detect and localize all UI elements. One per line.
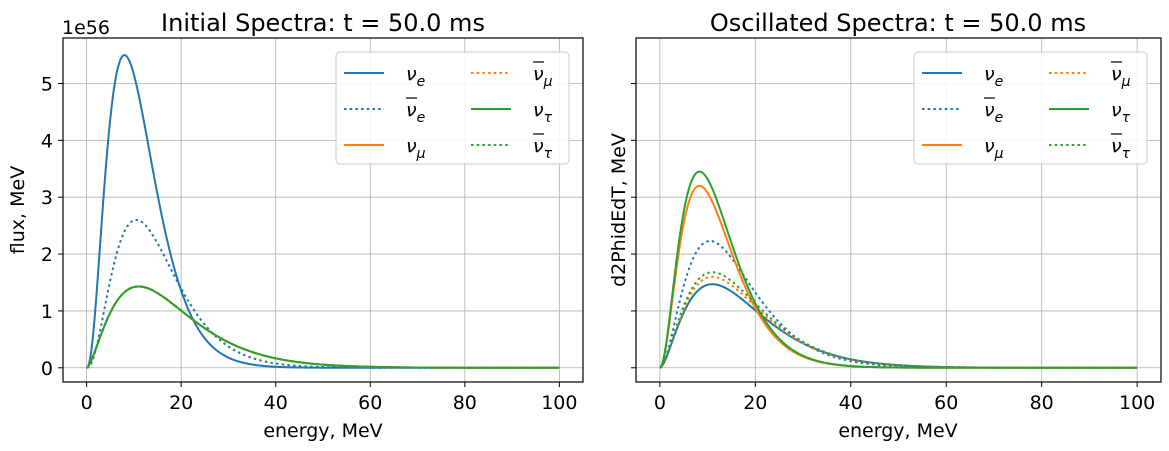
x-tick-label: 60 <box>358 392 382 414</box>
x-tick-label: 80 <box>453 392 477 414</box>
legend-label: νμ <box>984 135 1004 162</box>
x-tick-label: 100 <box>541 392 577 414</box>
legend-label: νe <box>406 99 425 126</box>
plot-frame <box>62 37 584 383</box>
chart-title: Initial Spectra: t = 50.0 ms <box>161 9 485 37</box>
x-axis-label: energy, MeV <box>263 420 382 442</box>
y-tick-label: 3 <box>41 187 53 209</box>
legend-box <box>913 51 1148 165</box>
legend-label: ντ <box>1111 99 1131 126</box>
x-tick-label: 60 <box>934 392 958 414</box>
legend-label: νe <box>406 63 425 90</box>
series-line-- <box>86 285 560 369</box>
series-line---bar <box>86 285 560 369</box>
y-tick-label: 0 <box>41 358 53 380</box>
y-offset-text: 1e56 <box>62 17 110 39</box>
x-tick-label: 20 <box>743 392 767 414</box>
series-line-e <box>659 283 1138 369</box>
series-line-e-bar <box>86 218 560 369</box>
x-axis-label: energy, MeV <box>838 420 957 442</box>
legend-label: ντ <box>533 135 553 162</box>
series-line-- <box>659 170 1138 369</box>
series-line-- <box>86 285 560 369</box>
oscillated-spectra-panel: 0 20 40 60 80 100 Oscillated Spectra: t = 50.… <box>608 9 1162 442</box>
y-axis-label: d2PhidEdT, MeV <box>608 133 630 287</box>
y-axis-label: flux, MeV <box>7 166 29 254</box>
y-tick-label: 5 <box>41 73 53 95</box>
initial-spectra-panel: 0 20 40 60 80 100 0 1 2 3 4 5 Initial Spectra: t = … <box>7 9 584 442</box>
legend-box <box>335 51 570 165</box>
legend-label: νμ <box>1111 63 1131 90</box>
legend-label: νμ <box>406 135 426 162</box>
y-tick-label: 4 <box>41 130 53 152</box>
y-tick-label: 2 <box>41 244 53 266</box>
x-tick-label: 40 <box>264 392 288 414</box>
x-tick-label: 20 <box>169 392 193 414</box>
x-tick-label: 0 <box>654 392 666 414</box>
legend-label: ντ <box>1111 135 1131 162</box>
y-tick-label: 1 <box>41 301 53 323</box>
series-line---bar <box>86 285 560 369</box>
plot-frame <box>635 37 1162 383</box>
x-tick-label: 80 <box>1030 392 1054 414</box>
legend-label: νe <box>984 99 1003 126</box>
legend-label: νe <box>984 63 1003 90</box>
series-line-e-bar <box>659 239 1138 369</box>
series-line-- <box>659 184 1138 369</box>
x-tick-label: 40 <box>839 392 863 414</box>
x-tick-label: 0 <box>81 392 93 414</box>
x-tick-label: 100 <box>1119 392 1155 414</box>
series-line---bar <box>659 271 1138 369</box>
legend-label: ντ <box>533 99 553 126</box>
chart-title: Oscillated Spectra: t = 50.0 ms <box>710 9 1086 37</box>
legend-label: νμ <box>533 63 553 90</box>
